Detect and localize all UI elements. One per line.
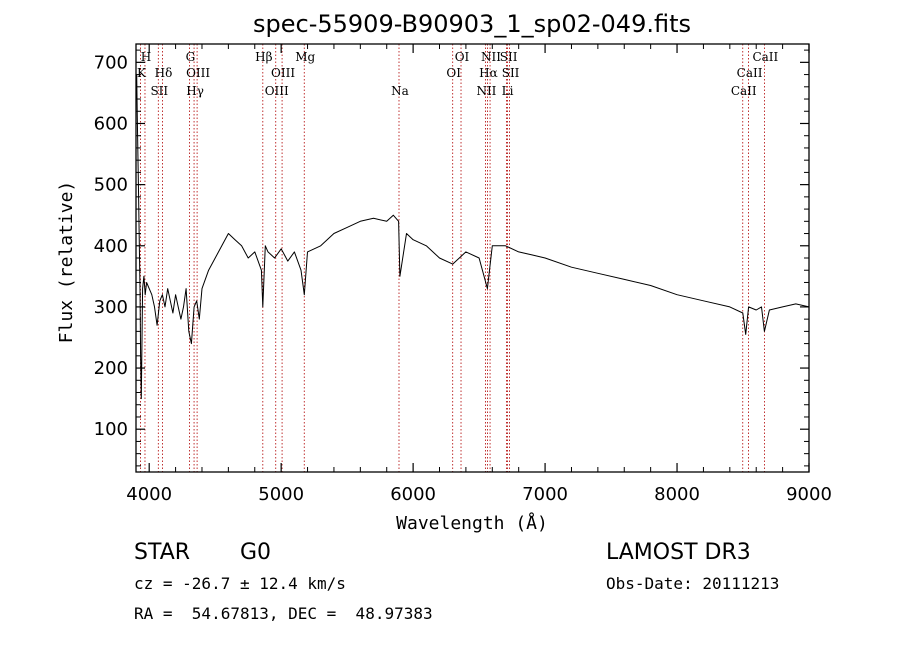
redshift-value: cz = -26.7 ± 12.4 km/s [134, 574, 346, 593]
chart-title: spec-55909-B90903_1_sp02-049.fits [253, 10, 691, 38]
y-tick-label-300: 300 [94, 297, 128, 318]
line-label-14: OI [446, 66, 461, 80]
spectral-line-labels: HK HδSIIGOIIIHγHβOIIIOIIIMgNaOIOINIIHαNII… [137, 50, 779, 98]
line-label-9: OIII [271, 66, 295, 80]
line-label-5: G [186, 50, 196, 64]
survey-name: LAMOST DR3 [606, 540, 751, 565]
object-subclass: G0 [240, 540, 272, 565]
line-label-17: NII [476, 84, 496, 98]
line-label-1: K [137, 66, 147, 80]
line-label-6: OIII [186, 66, 210, 80]
x-tick-label-5000: 5000 [258, 484, 304, 505]
series-line-0 [135, 74, 810, 400]
x-axis-label: Wavelength (Å) [396, 512, 548, 534]
line-label-3: Hδ [155, 66, 173, 80]
y-tick-label-500: 500 [94, 175, 128, 196]
plot-frame [135, 43, 810, 473]
spectrum-series [135, 74, 810, 400]
axis-ticks: 4000 5000 6000 7000 8000 9000 100 200 300 400 500 6… [94, 44, 832, 505]
line-label-23: CaII [731, 84, 757, 98]
object-class: STAR [134, 540, 191, 565]
y-tick-label-600: 600 [94, 113, 128, 134]
x-tick-label-8000: 8000 [654, 484, 700, 505]
y-tick-label-700: 700 [94, 52, 128, 73]
x-tick-label-9000: 9000 [786, 484, 832, 505]
line-label-21: CaII [752, 50, 778, 64]
y-tick-label-200: 200 [94, 358, 128, 379]
x-tick-label-6000: 6000 [390, 484, 436, 505]
coordinates: RA = 54.67813, DEC = 48.97383 [134, 604, 433, 623]
line-label-11: Mg [295, 50, 315, 64]
spectral-line-markers [140, 44, 765, 472]
line-label-8: Hβ [255, 50, 272, 64]
line-label-13: OI [455, 50, 470, 64]
y-tick-label-100: 100 [94, 419, 128, 440]
x-tick-label-7000: 7000 [522, 484, 568, 505]
y-axis-label: Flux (relative) [56, 181, 77, 344]
obs-date: Obs-Date: 20111213 [606, 574, 780, 593]
line-label-10: OIII [265, 84, 289, 98]
y-tick-label-400: 400 [94, 236, 128, 257]
line-label-15: NII [481, 50, 501, 64]
line-label-0: H [141, 50, 151, 64]
x-tick-label-4000: 4000 [126, 484, 172, 505]
line-label-18: SII [500, 50, 518, 64]
line-label-12: Na [391, 84, 409, 98]
line-label-22: CaII [737, 66, 763, 80]
line-label-19: SII [502, 66, 520, 80]
line-label-7: Hγ [186, 84, 204, 98]
line-label-4: SII [150, 84, 168, 98]
line-label-16: Hα [479, 66, 498, 80]
line-label-20: Li [502, 84, 514, 98]
